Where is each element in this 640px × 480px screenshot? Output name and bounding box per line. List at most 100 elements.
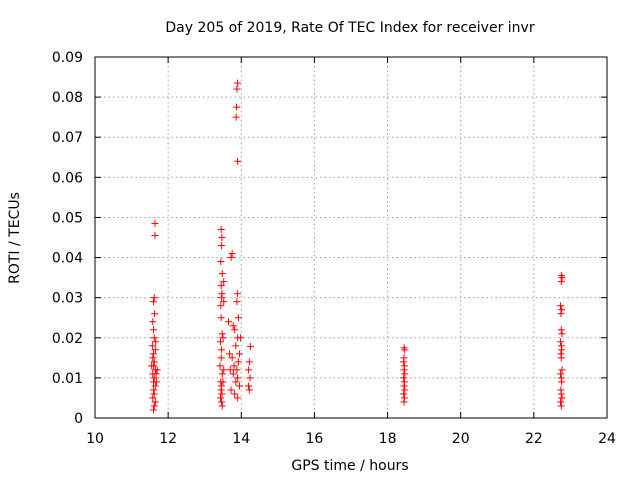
data-point xyxy=(218,402,226,410)
data-point xyxy=(220,366,228,374)
data-point xyxy=(231,326,239,334)
data-point xyxy=(230,362,238,370)
data-point xyxy=(220,298,228,306)
y-tick-label: 0 xyxy=(74,411,83,427)
x-tick-label: 16 xyxy=(306,431,324,447)
data-point xyxy=(149,318,157,326)
grid-lines xyxy=(95,57,607,418)
data-point xyxy=(401,370,409,378)
data-point xyxy=(219,378,227,386)
data-point xyxy=(557,390,565,398)
data-point xyxy=(558,306,566,314)
data-point xyxy=(217,314,225,322)
data-point xyxy=(233,85,241,93)
data-point xyxy=(151,382,159,390)
data-point xyxy=(217,302,225,310)
data-point xyxy=(235,350,243,358)
data-point xyxy=(400,358,408,366)
y-tick-label: 0.05 xyxy=(52,210,83,226)
data-point xyxy=(216,338,224,346)
plot-frame xyxy=(94,56,608,419)
y-tick-label: 0.09 xyxy=(52,50,83,66)
data-point xyxy=(226,366,234,374)
data-point xyxy=(401,346,409,354)
data-point xyxy=(237,334,245,342)
data-point xyxy=(557,398,565,406)
data-point xyxy=(150,358,158,366)
data-point xyxy=(216,362,224,370)
x-tick-label: 22 xyxy=(525,431,543,447)
data-point xyxy=(218,242,226,250)
data-point xyxy=(229,322,237,330)
data-point xyxy=(151,398,159,406)
data-point xyxy=(557,338,565,346)
data-points xyxy=(148,79,566,414)
data-point xyxy=(558,330,566,338)
data-point xyxy=(150,294,158,302)
data-point xyxy=(217,225,225,233)
data-point xyxy=(232,342,240,350)
data-point xyxy=(558,346,566,354)
data-point xyxy=(232,113,240,121)
data-point xyxy=(245,366,253,374)
y-tick-label: 0.04 xyxy=(52,251,83,267)
data-point xyxy=(233,103,241,111)
data-point xyxy=(234,314,242,322)
data-point xyxy=(217,386,225,394)
x-tick-label: 12 xyxy=(159,431,177,447)
data-point xyxy=(148,342,156,350)
data-point xyxy=(216,394,224,402)
data-point xyxy=(234,374,242,382)
x-tick-label: 14 xyxy=(232,431,250,447)
data-point xyxy=(400,366,408,374)
y-tick-label: 0.02 xyxy=(52,331,83,347)
x-tick-label: 24 xyxy=(598,431,616,447)
data-point xyxy=(557,278,565,286)
data-point xyxy=(152,378,160,386)
data-point xyxy=(226,350,234,358)
data-point xyxy=(558,378,566,386)
data-point xyxy=(218,234,226,241)
axis-tick-labels: 10 12 14 16 18 20 22 24 0 0.01 0.02 0.03 0.04 0.05 0.0… xyxy=(52,50,616,447)
data-point xyxy=(557,302,565,310)
data-point xyxy=(149,394,157,402)
data-point xyxy=(401,386,409,394)
data-point xyxy=(558,366,566,374)
data-point xyxy=(218,294,226,302)
data-point xyxy=(224,318,232,326)
data-point xyxy=(151,219,159,227)
data-point xyxy=(246,343,254,351)
data-point xyxy=(400,374,408,382)
data-point xyxy=(246,374,254,382)
data-point xyxy=(233,298,241,306)
data-point xyxy=(218,370,226,378)
data-point xyxy=(150,374,158,382)
data-point xyxy=(152,338,160,346)
data-point xyxy=(558,274,566,282)
data-point xyxy=(218,270,226,278)
data-point xyxy=(153,366,161,374)
data-point xyxy=(233,366,241,374)
data-point xyxy=(234,394,242,402)
data-point xyxy=(234,157,242,165)
data-point xyxy=(229,370,237,378)
data-point xyxy=(227,386,235,394)
x-tick-label: 18 xyxy=(379,431,397,447)
data-point xyxy=(150,298,158,306)
y-tick-label: 0.07 xyxy=(52,130,83,146)
data-point xyxy=(227,254,235,262)
data-point xyxy=(400,398,408,406)
data-point xyxy=(245,386,253,394)
data-point xyxy=(234,290,242,298)
x-axis-label: GPS time / hours xyxy=(291,458,408,474)
data-point xyxy=(217,354,225,362)
data-point xyxy=(400,390,408,398)
data-point xyxy=(218,330,226,338)
data-point xyxy=(235,382,243,390)
data-point xyxy=(219,334,227,342)
data-point xyxy=(150,402,158,410)
x-tick-label: 10 xyxy=(86,431,104,447)
y-tick-label: 0.08 xyxy=(52,90,83,106)
data-point xyxy=(218,390,226,398)
data-point xyxy=(557,326,565,334)
